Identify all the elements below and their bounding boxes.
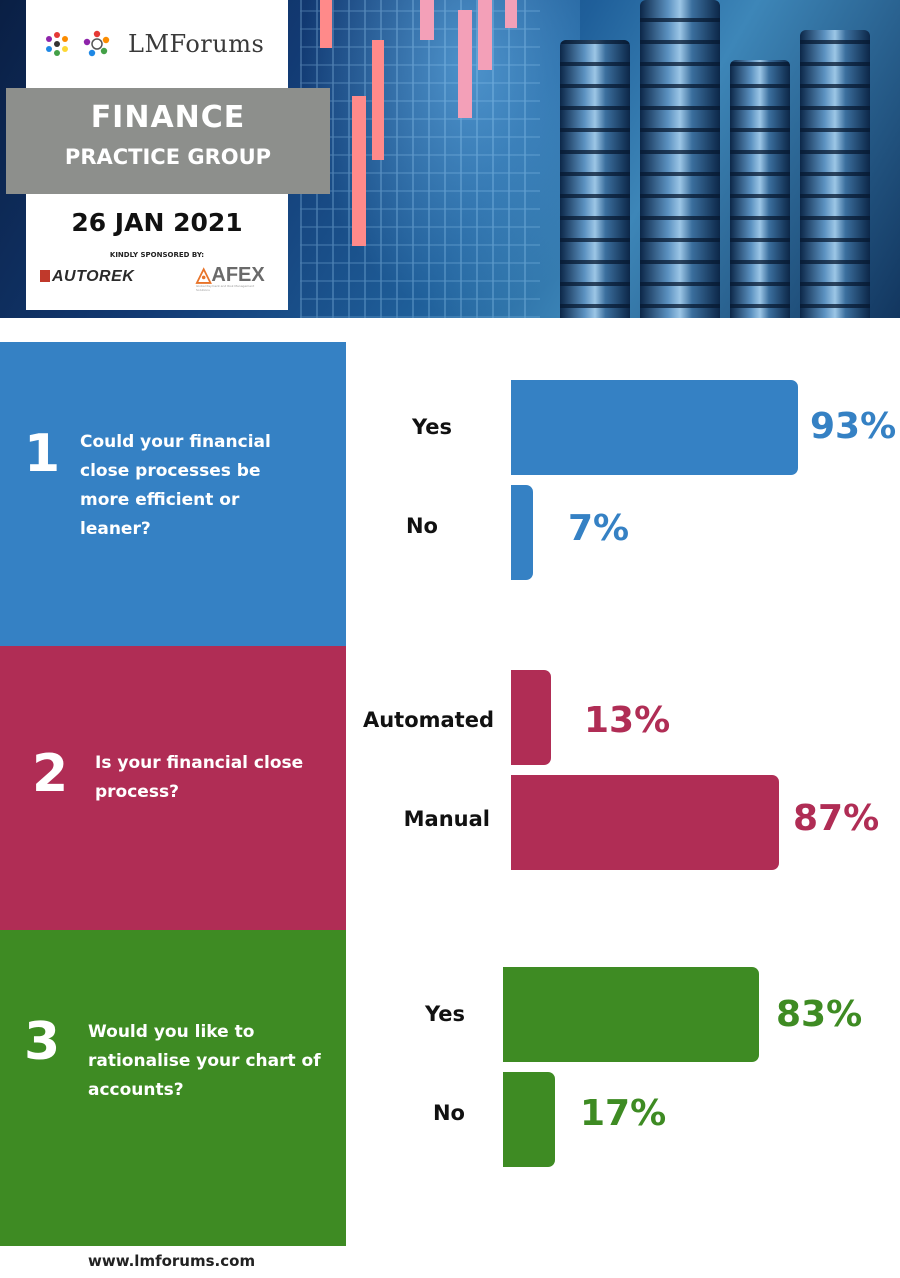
page-title: FINANCE: [90, 100, 246, 135]
answer-label: Automated: [362, 708, 494, 732]
candlestick: [458, 10, 472, 118]
lmforums-logo-icon: [46, 30, 110, 57]
question-number: 3: [24, 1012, 61, 1072]
candlestick: [478, 0, 492, 70]
light-glow: [300, 0, 580, 318]
answer-bar: [511, 380, 798, 475]
afex-mark-icon: ◬: [196, 264, 212, 286]
question-number: 2: [32, 744, 69, 804]
answer-percent: 93%: [810, 406, 897, 447]
answer-percent: 17%: [580, 1093, 667, 1134]
question-number: 1: [24, 424, 61, 484]
digital-grid-pattern: [300, 0, 540, 318]
autorek-logo-text: AUTOREK: [52, 268, 135, 285]
answer-label: No: [405, 514, 438, 538]
building-floors: [800, 30, 870, 318]
answer-percent: 87%: [793, 798, 880, 839]
header-banner-image: [0, 0, 900, 318]
afex-logo-text: AFEX: [211, 264, 265, 286]
candlestick: [505, 0, 517, 28]
afex-tagline: Global Payment and Risk Management Solut…: [196, 284, 255, 292]
answer-label: Yes: [411, 415, 452, 439]
answer-percent: 13%: [584, 700, 671, 741]
title-banner: FINANCE PRACTICE GROUP: [6, 88, 330, 194]
candlestick: [352, 96, 366, 246]
question-text: Could your financial close processes be …: [80, 432, 271, 539]
answer-percent: 7%: [568, 508, 630, 549]
answer-bar: [503, 1072, 555, 1167]
answer-bar: [503, 967, 759, 1062]
question-1-panel: 1 Could your financial close processes b…: [0, 342, 346, 646]
answer-label: Yes: [424, 1002, 465, 1026]
sponsor-label: KINDLY SPONSORED BY:: [109, 251, 205, 259]
answer-label: No: [432, 1101, 465, 1125]
autorek-mark-icon: [40, 270, 50, 282]
afex-logo: ◬AFEX: [196, 262, 265, 287]
brand-name: LMForums: [128, 30, 265, 58]
answer-label: Manual: [403, 807, 490, 831]
autorek-logo: AUTOREK: [40, 268, 134, 286]
candlestick: [320, 0, 332, 48]
answer-bar: [511, 775, 779, 870]
answer-percent: 83%: [776, 994, 863, 1035]
website-url: www.lmforums.com: [88, 1252, 256, 1270]
question-text: Is your financial close process?: [95, 753, 304, 802]
lmforums-logo: LMForums: [40, 22, 264, 66]
candlestick: [420, 0, 434, 40]
candlestick: [372, 40, 384, 160]
question-3-panel: 3 Would you like to rationalise your cha…: [0, 930, 346, 1246]
event-date: 26 JAN 2021: [71, 208, 243, 237]
answer-bar: [511, 670, 551, 765]
building-floors: [730, 60, 790, 318]
building-floors: [640, 0, 720, 318]
question-2-panel: 2 Is your financial close process?: [0, 646, 346, 930]
answer-bar: [511, 485, 533, 580]
question-text: Would you like to rationalise your chart…: [88, 1022, 321, 1100]
page-subtitle: PRACTICE GROUP: [64, 145, 272, 169]
building-floors: [560, 40, 630, 318]
